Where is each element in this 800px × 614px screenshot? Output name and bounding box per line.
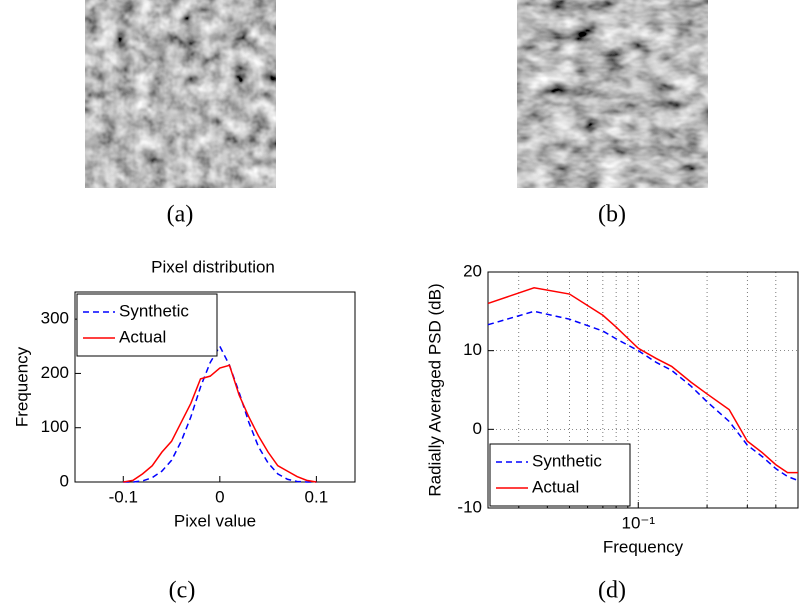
y-tick-label: 200 <box>41 363 69 382</box>
legend-label: Synthetic <box>119 301 189 320</box>
axes-frame <box>487 271 799 509</box>
x-tick-label: 10⁻¹ <box>621 513 655 532</box>
x-tick-label: 0 <box>215 487 224 506</box>
x-tick-label: 0.1 <box>305 487 329 506</box>
x-axis-label: Pixel value <box>174 511 256 530</box>
caption: (a) <box>167 202 194 228</box>
series-line <box>123 364 317 483</box>
y-tick-label: 0 <box>473 419 482 438</box>
series-line <box>487 286 798 474</box>
x-axis-label: Frequency <box>603 537 684 556</box>
y-axis-label: Frequency <box>12 346 31 427</box>
y-tick-label: 0 <box>60 471 69 490</box>
y-tick-label: 20 <box>463 261 482 280</box>
series-line <box>123 344 317 483</box>
texture-image <box>517 0 708 188</box>
caption: (c) <box>169 578 196 604</box>
legend-box <box>489 443 631 507</box>
chart-title: Pixel distribution <box>151 257 275 276</box>
legend-label: Actual <box>532 477 579 496</box>
y-axis-label: Radially Averaged PSD (dB) <box>425 283 444 496</box>
y-tick-label: 10 <box>463 340 482 359</box>
x-tick-label: -0.1 <box>109 487 138 506</box>
texture-image <box>85 0 276 188</box>
y-tick-label: 100 <box>41 417 69 436</box>
legend-label: Actual <box>119 327 166 346</box>
axes-frame <box>74 291 356 483</box>
series-line <box>487 310 799 482</box>
caption: (d) <box>598 578 626 604</box>
legend-box <box>76 293 218 357</box>
y-tick-label: 300 <box>41 309 69 328</box>
y-tick-label: -10 <box>457 497 482 516</box>
caption: (b) <box>598 202 626 228</box>
legend-label: Synthetic <box>532 451 602 470</box>
